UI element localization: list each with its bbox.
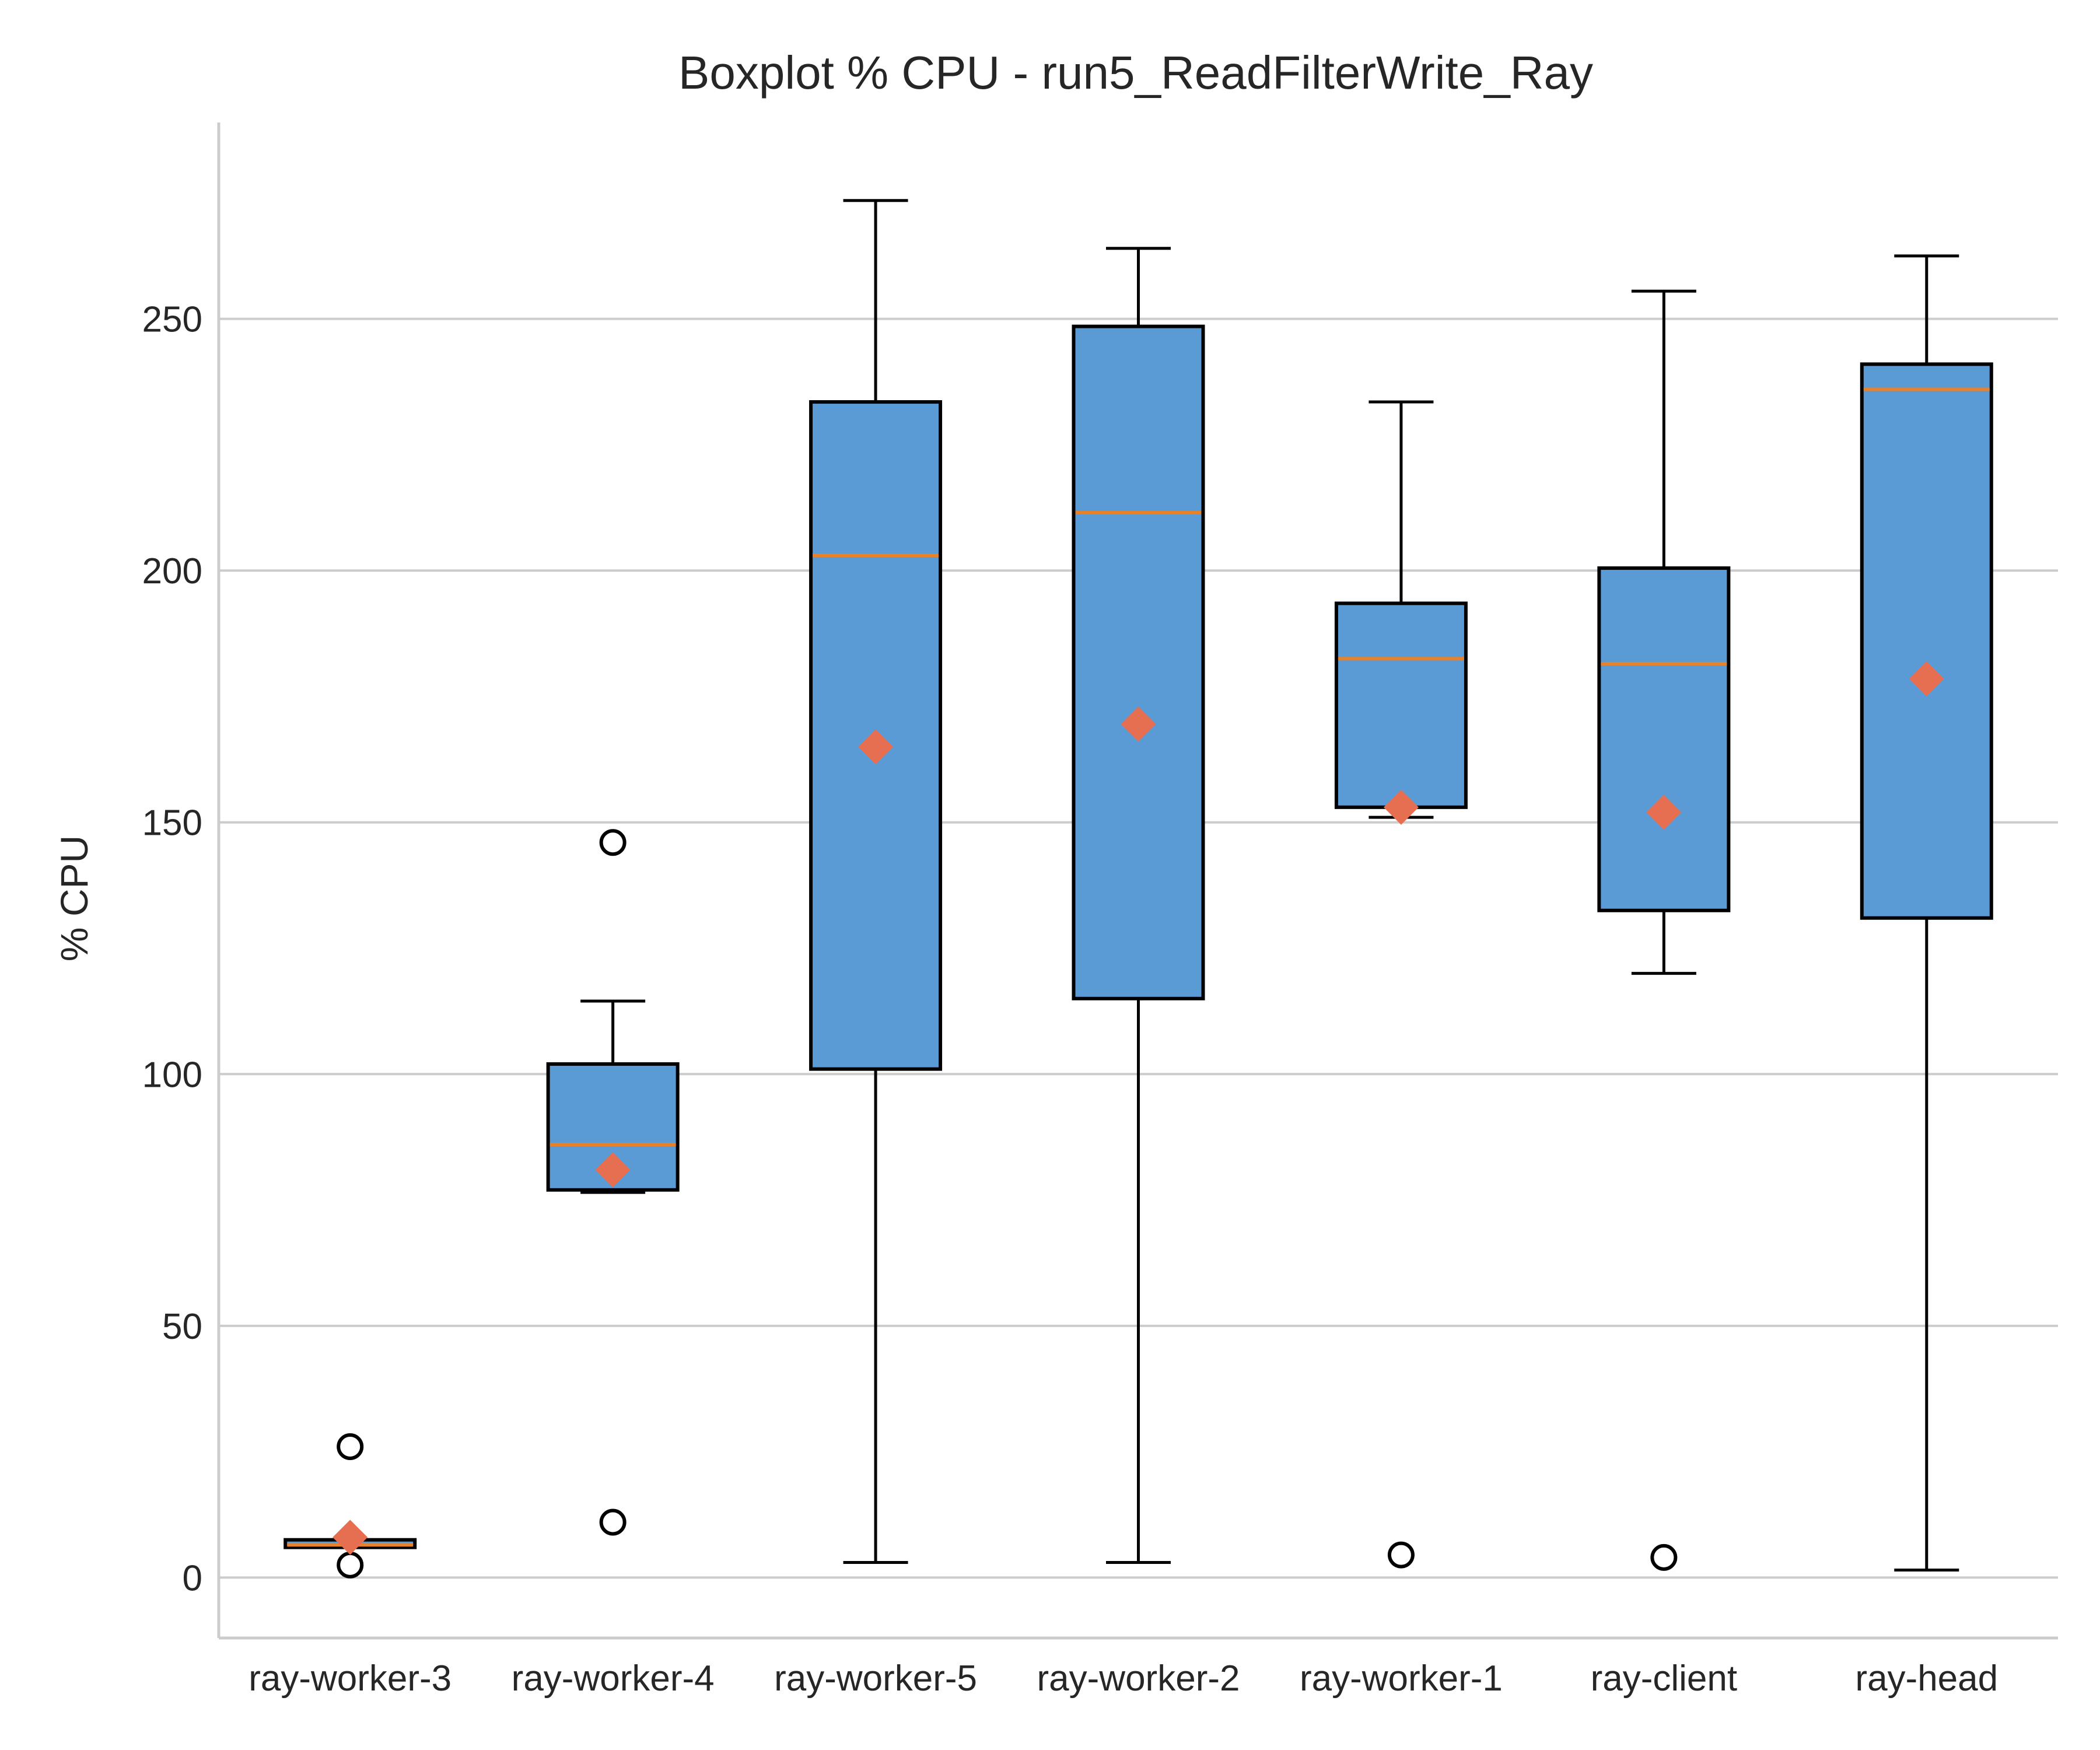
y-tick-label: 50 [162, 1307, 202, 1347]
outlier-point [1387, 1541, 1415, 1569]
x-tick-label: ray-head [1855, 1658, 1998, 1699]
mean-marker [595, 1152, 631, 1188]
y-tick-label: 0 [183, 1558, 202, 1598]
y-tick-label: 200 [142, 551, 202, 592]
mean-marker [1646, 794, 1682, 830]
box-iqr [1072, 324, 1205, 1000]
mean-marker [1383, 789, 1419, 825]
mean-marker [858, 729, 894, 765]
y-tick-label: 250 [142, 300, 202, 340]
x-tick-label: ray-worker-1 [1300, 1658, 1503, 1699]
outlier-point [599, 1508, 626, 1536]
y-tick-label: 100 [142, 1055, 202, 1095]
x-tick-label: ray-worker-4 [512, 1658, 715, 1699]
x-tick-label: ray-worker-3 [249, 1658, 452, 1699]
mean-marker [1121, 706, 1156, 742]
y-tick-label: 150 [142, 803, 202, 844]
outlier-point [337, 1433, 364, 1461]
outlier-point [599, 829, 626, 856]
box-iqr [1334, 601, 1468, 809]
box-ray-worker-5 [809, 199, 943, 1564]
box-ray-worker-4 [546, 829, 680, 1536]
chart-title: Boxplot % CPU - run5_ReadFilterWrite_Ray [678, 47, 1593, 99]
y-axis-label: % CPU [52, 835, 96, 961]
box-ray-worker-2 [1072, 247, 1205, 1564]
axes [217, 123, 2058, 1640]
box-iqr [1597, 566, 1731, 912]
y-tick-labels: 0 50 100 150 200 250 [142, 300, 202, 1599]
boxes [284, 199, 1993, 1578]
box-ray-worker-3 [284, 1433, 417, 1578]
outlier-point [1650, 1544, 1678, 1571]
box-ray-worker-1 [1334, 400, 1468, 1569]
box-ray-client [1597, 289, 1731, 1571]
outlier-point [337, 1551, 364, 1578]
mean-marker [1909, 661, 1944, 696]
mean-marker [332, 1520, 368, 1555]
box-ray-head [1860, 254, 1993, 1572]
x-tick-label: ray-worker-5 [774, 1658, 977, 1699]
x-tick-labels: ray-worker-3 ray-worker-4 ray-worker-5 ray-… [249, 1658, 1998, 1699]
box-iqr [1860, 362, 1993, 920]
x-tick-label: ray-client [1591, 1658, 1738, 1699]
x-tick-label: ray-worker-2 [1037, 1658, 1240, 1699]
